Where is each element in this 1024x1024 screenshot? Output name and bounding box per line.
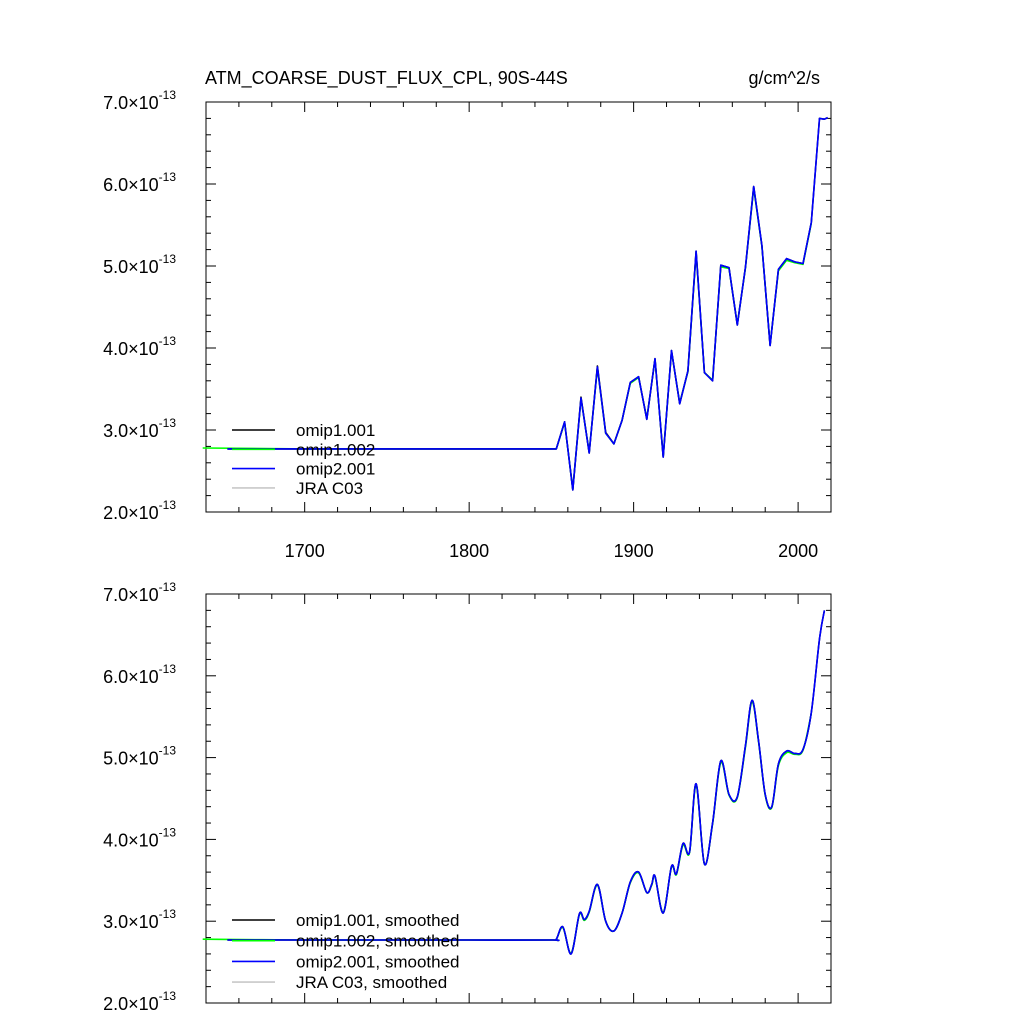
legend-label: omip1.002, smoothed (296, 932, 460, 951)
y-tick-label: 5.0×10-13 (103, 744, 176, 769)
plot-frame (205, 101, 832, 513)
series-line (202, 187, 813, 490)
y-tick-label: 7.0×10-13 (103, 580, 176, 605)
series-line (227, 116, 829, 491)
legend-label: omip1.001, smoothed (296, 911, 460, 930)
legend-label: JRA C03, smoothed (296, 973, 447, 992)
panel-raw: 2.0×10-13 3.0×10-13 4.0×10-13 5.0×10-13 6.0×… (103, 88, 832, 561)
series-line (227, 610, 826, 955)
y-tick-label: 6.0×10-13 (103, 170, 176, 195)
y-tick-label: 7.0×10-13 (103, 88, 176, 113)
chart-title: ATM_COARSE_DUST_FLUX_CPL, 90S-44S (205, 68, 568, 89)
legend-label: omip2.001, smoothed (296, 952, 460, 971)
y-tick-label: 2.0×10-13 (103, 498, 176, 523)
x-tick-label: 1900 (614, 541, 654, 561)
y-tick-label: 2.0×10-13 (103, 989, 176, 1014)
x-tick-label: 1700 (285, 541, 325, 561)
x-tick-label: 2000 (778, 541, 818, 561)
legend-label: JRA C03 (296, 479, 363, 498)
legend-label: omip2.001 (296, 460, 375, 479)
chart-units: g/cm^2/s (749, 68, 820, 88)
panel-smoothed: 2.0×10-13 3.0×10-13 4.0×10-13 5.0×10-13 6.0×… (103, 580, 832, 1014)
y-tick-label: 4.0×10-13 (103, 825, 176, 850)
y-tick-label: 5.0×10-13 (103, 252, 176, 277)
y-tick-label: 4.0×10-13 (103, 334, 176, 359)
x-tick-label: 1800 (449, 541, 489, 561)
y-tick-label: 6.0×10-13 (103, 662, 176, 687)
legend-label: omip1.002 (296, 440, 375, 459)
plot-frame (205, 593, 832, 1004)
series-line (202, 701, 813, 954)
y-tick-label: 3.0×10-13 (103, 907, 176, 932)
y-tick-label: 3.0×10-13 (103, 416, 176, 441)
legend-label: omip1.001 (296, 421, 375, 440)
series-line (227, 610, 826, 955)
